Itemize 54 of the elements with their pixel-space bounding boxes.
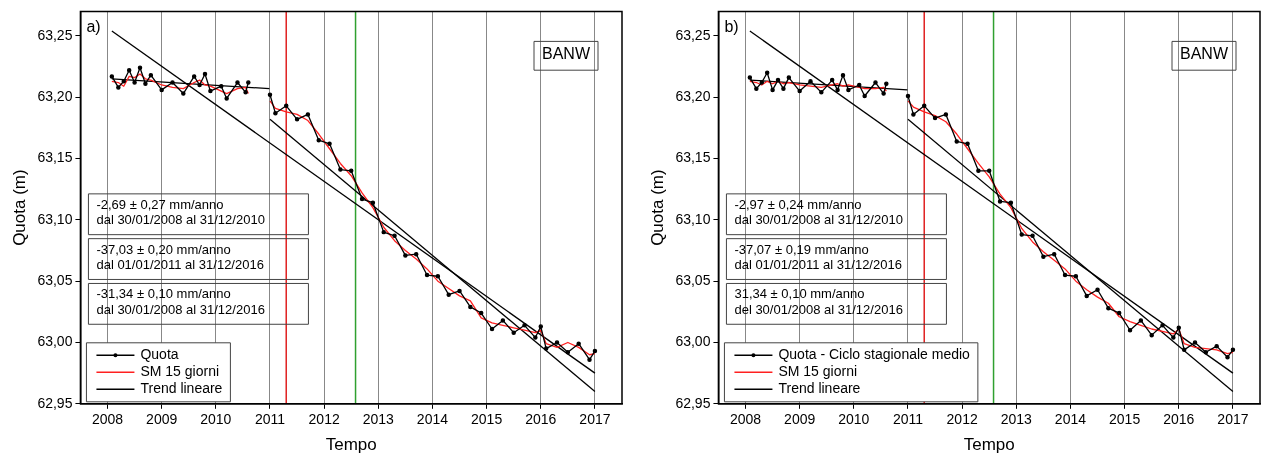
- x-tick-label: 2010: [838, 411, 870, 428]
- x-tick-label: 2017: [579, 411, 611, 428]
- y-tick-label: 63,10: [37, 210, 73, 227]
- y-tick-label: 63,15: [37, 149, 73, 166]
- x-tick-label: 2009: [784, 411, 816, 428]
- y-tick-label: 63,20: [675, 88, 711, 105]
- legend-label: Trend lineare: [140, 380, 223, 397]
- x-tick-label: 2011: [254, 411, 286, 428]
- x-tick-label: 2010: [200, 411, 232, 428]
- annotation: b): [724, 17, 739, 35]
- y-tick-label: 63,05: [37, 272, 73, 289]
- x-tick-label: 2017: [1217, 411, 1249, 428]
- y-tick-label: 63,00: [37, 333, 73, 350]
- x-tick-label: 2014: [416, 411, 449, 428]
- x-tick-label: 2009: [146, 411, 178, 428]
- legend-label: Trend lineare: [778, 380, 861, 397]
- x-tick-label: 2016: [1163, 411, 1195, 428]
- annotation: BANW: [542, 44, 591, 62]
- y-axis-title: Quota (m): [647, 169, 667, 246]
- x-tick-label: 2016: [525, 411, 557, 428]
- x-tick-label: 2008: [91, 411, 124, 428]
- y-tick-label: 63,05: [675, 272, 711, 289]
- y-tick-label: 63,20: [37, 88, 73, 105]
- x-tick-label: 2008: [729, 411, 762, 428]
- annotation: -31,34 ± 0,10 mm/anno dal 30/01/2008 al 31/12/2016: [96, 286, 265, 317]
- annotation: -2,69 ± 0,27 mm/anno dal 30/01/2008 al 31/12/2010: [96, 196, 265, 228]
- annotation: 31,34 ± 0,10 mm/anno del 30/01/2008 al 31/12/2016: [734, 286, 903, 317]
- x-tick-label: 2012: [308, 411, 340, 428]
- y-tick-label: 63,15: [675, 149, 711, 166]
- y-axis-title: Quota (m): [9, 169, 29, 246]
- y-tick-label: 63,10: [675, 210, 711, 227]
- x-tick-label: 2014: [1054, 411, 1087, 428]
- x-tick-label: 2012: [946, 411, 978, 428]
- x-axis-title: Tempo: [963, 435, 1015, 455]
- x-axis-title: Tempo: [325, 435, 377, 455]
- annotation: -37,07 ± 0,19 mm/anno dal 01/01/2011 al 31/12/2016: [734, 241, 902, 273]
- legend-label: Quota - Ciclo stagionale medio: [778, 346, 971, 363]
- legend-label: SM 15 giorni: [778, 363, 858, 380]
- y-tick-label: 63,25: [37, 26, 73, 43]
- x-tick-label: 2013: [1000, 411, 1033, 428]
- annotation: BANW: [1180, 44, 1229, 62]
- annotation: a): [86, 17, 101, 35]
- y-tick-label: 63,00: [675, 333, 711, 350]
- legend-label: Quota: [140, 346, 179, 363]
- x-tick-label: 2011: [892, 411, 924, 428]
- annotation: -37,03 ± 0,20 mm/anno dal 01/01/2011 al 31/12/2016: [96, 241, 264, 273]
- y-tick-label: 62,95: [675, 394, 711, 411]
- y-tick-label: 62,95: [37, 394, 73, 411]
- y-tick-label: 63,25: [675, 26, 711, 43]
- x-tick-label: 2015: [471, 411, 503, 428]
- annotation: -2,97 ± 0,24 mm/anno dal 30/01/2008 al 31/12/2010: [734, 196, 903, 228]
- legend-label: SM 15 giorni: [140, 363, 220, 380]
- x-tick-label: 2015: [1109, 411, 1141, 428]
- x-tick-label: 2013: [362, 411, 395, 428]
